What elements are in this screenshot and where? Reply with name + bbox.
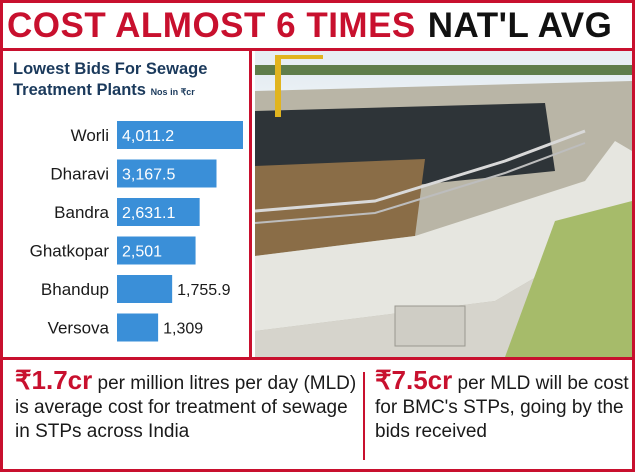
tree-line — [255, 65, 632, 75]
category-label-bhandup: Bhandup — [41, 280, 109, 299]
walkway-railing-lower — [255, 142, 586, 224]
tank-curved-wall — [255, 141, 632, 331]
bar-chart: Worli 4,011.2 Dharavi 3,167.5 Bandra 2,631.1 G… — [30, 121, 243, 342]
bar-ghatkopar — [117, 236, 196, 265]
value-label-ghatkopar: 2,501 — [122, 244, 162, 261]
headline-rule — [3, 48, 632, 51]
bar-versova — [117, 313, 159, 342]
bmc-cost-note: ₹7.5cr per MLD will be cost for BMC's ST… — [375, 365, 631, 444]
bmc-cost-value: ₹7.5cr — [375, 365, 453, 395]
headline: COST ALMOST 6 TIMES NAT'L AVG — [3, 3, 632, 48]
value-label-bhandup: 1,755.9 — [177, 282, 230, 299]
national-average-note: ₹1.7cr per million litres per day (MLD) … — [15, 365, 365, 444]
category-label-bandra: Bandra — [54, 203, 109, 222]
category-label-dharavi: Dharavi — [50, 165, 109, 184]
bar-bhandup — [117, 275, 173, 303]
chamber-box — [394, 305, 466, 347]
bar-worli — [117, 121, 243, 149]
grass-patch — [505, 201, 632, 357]
bar-bandra — [117, 198, 200, 226]
category-label-versova: Versova — [48, 319, 110, 338]
value-label-dharavi: 3,167.5 — [122, 167, 175, 184]
national-average-value: ₹1.7cr — [15, 365, 93, 395]
crane-arm — [275, 55, 323, 59]
tank-sludge-floor — [255, 159, 425, 256]
footer-rule — [3, 357, 632, 360]
crane-pole — [275, 57, 281, 117]
bar-dharavi — [117, 159, 217, 188]
notes-divider — [363, 372, 365, 460]
headline-red-part: COST ALMOST 6 TIMES — [7, 5, 416, 45]
plant-photo-illustration — [255, 51, 632, 357]
value-label-worli: 4,011.2 — [122, 128, 174, 145]
national-average-text: per million litres per day (MLD) is aver… — [15, 373, 357, 442]
headline-dark-part: NAT'L AVG — [427, 5, 613, 45]
category-label-ghatkopar: Ghatkopar — [30, 242, 110, 261]
walkway-railing — [255, 129, 586, 213]
bmc-cost-text: per MLD will be cost for BMC's STPs, goi… — [375, 373, 629, 442]
chart-title: Lowest Bids For Sewage Treatment Plants … — [13, 59, 249, 103]
footer-notes: ₹1.7cr per million litres per day (MLD) … — [3, 360, 632, 469]
category-label-worli: Worli — [71, 126, 109, 145]
value-label-versova: 1,309 — [163, 321, 203, 338]
chart-title-text: Lowest Bids For Sewage Treatment Plants — [13, 60, 208, 99]
value-label-bandra: 2,631.1 — [122, 205, 175, 222]
bar-chart-panel: Lowest Bids For Sewage Treatment Plants … — [3, 51, 252, 357]
chart-unit: Nos in ₹cr — [150, 87, 195, 97]
sewage-treatment-plant-photo — [255, 51, 632, 357]
